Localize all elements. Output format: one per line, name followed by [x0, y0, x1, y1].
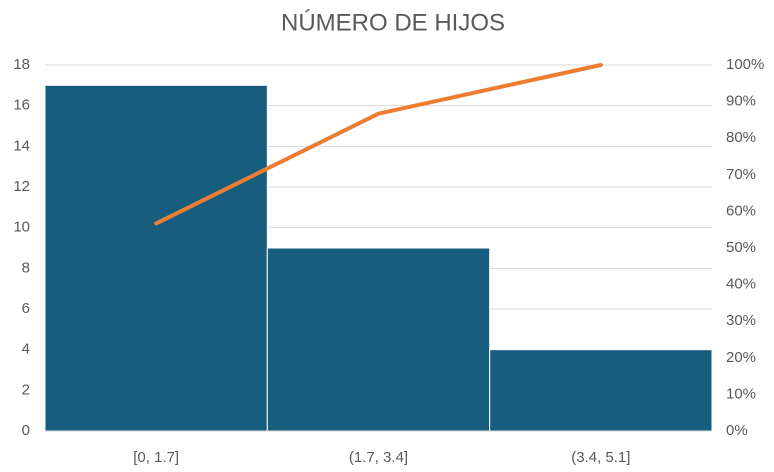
- y2-tick-label: 90%: [726, 93, 756, 110]
- bar: [489, 349, 713, 432]
- y2-tick-label: 50%: [726, 239, 756, 256]
- y2-tick-label: 100%: [726, 56, 764, 73]
- y-tick-label: 10: [13, 219, 30, 236]
- y-tick-label: 4: [22, 341, 30, 358]
- y2-tick-label: 70%: [726, 166, 756, 183]
- x-tick-label: [0, 1.7]: [133, 449, 179, 466]
- y2-tick-label: 0%: [726, 422, 748, 439]
- y-tick-label: 18: [13, 56, 30, 73]
- y-tick-label: 14: [13, 137, 30, 154]
- y2-tick-label: 60%: [726, 202, 756, 219]
- chart-title: NÚMERO DE HIJOS: [281, 9, 505, 36]
- x-tick-label: (1.7, 3.4]: [349, 449, 408, 466]
- x-tick-label: (3.4, 5.1]: [571, 449, 630, 466]
- y-tick-label: 8: [22, 259, 30, 276]
- y2-tick-label: 80%: [726, 129, 756, 146]
- y-tick-label: 6: [22, 300, 30, 317]
- y2-tick-label: 20%: [726, 349, 756, 366]
- y-tick-label: 12: [13, 178, 30, 195]
- cumulative-line: [154, 63, 603, 226]
- y-tick-label: 0: [22, 422, 30, 439]
- bar: [266, 247, 491, 432]
- y2-tick-label: 10%: [726, 385, 756, 402]
- y-tick-label: 2: [22, 381, 30, 398]
- y2-tick-label: 30%: [726, 312, 756, 329]
- bar: [44, 84, 268, 432]
- y2-tick-label: 40%: [726, 276, 756, 293]
- y-tick-label: 16: [13, 97, 30, 114]
